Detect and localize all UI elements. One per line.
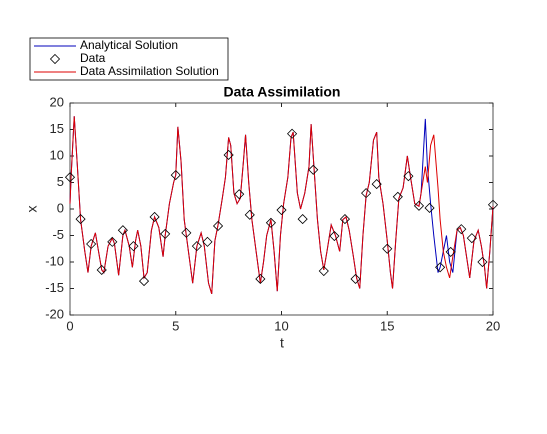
data-marker — [128, 241, 139, 252]
data-marker — [212, 220, 224, 232]
data-marker — [202, 236, 213, 247]
y-tick-label: -20 — [45, 306, 64, 321]
data-marker — [107, 236, 118, 247]
legend-marker — [49, 53, 61, 65]
data-marker — [318, 265, 329, 277]
data-marker — [64, 172, 76, 183]
data-marker — [181, 227, 192, 238]
data-marker — [138, 276, 150, 287]
data-marker — [361, 188, 372, 199]
data-marker — [287, 128, 298, 139]
data-marker — [435, 262, 446, 273]
data-marker — [160, 228, 171, 239]
y-tick-label: -10 — [45, 253, 64, 268]
data-marker — [477, 256, 488, 268]
data-marker — [170, 170, 181, 181]
legend-label: Analytical Solution — [80, 38, 178, 52]
y-tick-label: 5 — [57, 174, 64, 189]
x-tick-label: 0 — [66, 318, 73, 333]
data-marker — [234, 189, 245, 200]
data-marker — [86, 238, 97, 250]
data-marker — [466, 233, 477, 244]
data-marker — [265, 217, 276, 228]
y-tick-label: 10 — [50, 147, 64, 162]
data-marker — [96, 264, 107, 276]
data-marker — [276, 204, 287, 216]
data-marker — [456, 224, 467, 235]
data-marker — [117, 225, 128, 236]
data-marker — [392, 191, 403, 202]
data-marker — [382, 243, 393, 254]
data-marker — [297, 214, 308, 225]
data-marker — [308, 164, 319, 175]
data-marker — [413, 200, 425, 211]
legend-label: Data Assimilation Solution — [80, 64, 219, 78]
data-marker — [75, 214, 86, 225]
x-tick-label: 20 — [486, 318, 500, 333]
data-marker — [403, 171, 414, 182]
y-axis-label: x — [24, 206, 40, 213]
data-marker — [191, 241, 202, 252]
data-marker — [149, 211, 160, 223]
data-marker — [487, 199, 499, 210]
x-tick-label: 5 — [172, 318, 179, 333]
y-tick-label: -15 — [45, 280, 64, 295]
y-tick-label: 20 — [50, 94, 64, 109]
data-marker — [371, 179, 382, 190]
data-marker — [424, 202, 435, 214]
y-tick-label: 15 — [50, 121, 64, 136]
chart-title: Data Assimilation — [224, 84, 341, 100]
legend-label: Data — [80, 51, 106, 65]
data-marker — [244, 209, 255, 220]
data-marker — [339, 214, 351, 225]
y-tick-label: -5 — [52, 227, 64, 242]
data-marker — [329, 230, 340, 242]
data-marker — [223, 149, 234, 161]
y-tick-label: 0 — [57, 200, 64, 215]
x-tick-label: 15 — [380, 318, 394, 333]
legend-box — [29, 37, 229, 81]
data-marker — [445, 246, 456, 257]
series-line — [69, 116, 494, 294]
x-tick-label: 10 — [274, 318, 288, 333]
x-axis-label: t — [280, 335, 284, 351]
data-marker — [255, 273, 266, 285]
data-marker — [350, 273, 361, 285]
